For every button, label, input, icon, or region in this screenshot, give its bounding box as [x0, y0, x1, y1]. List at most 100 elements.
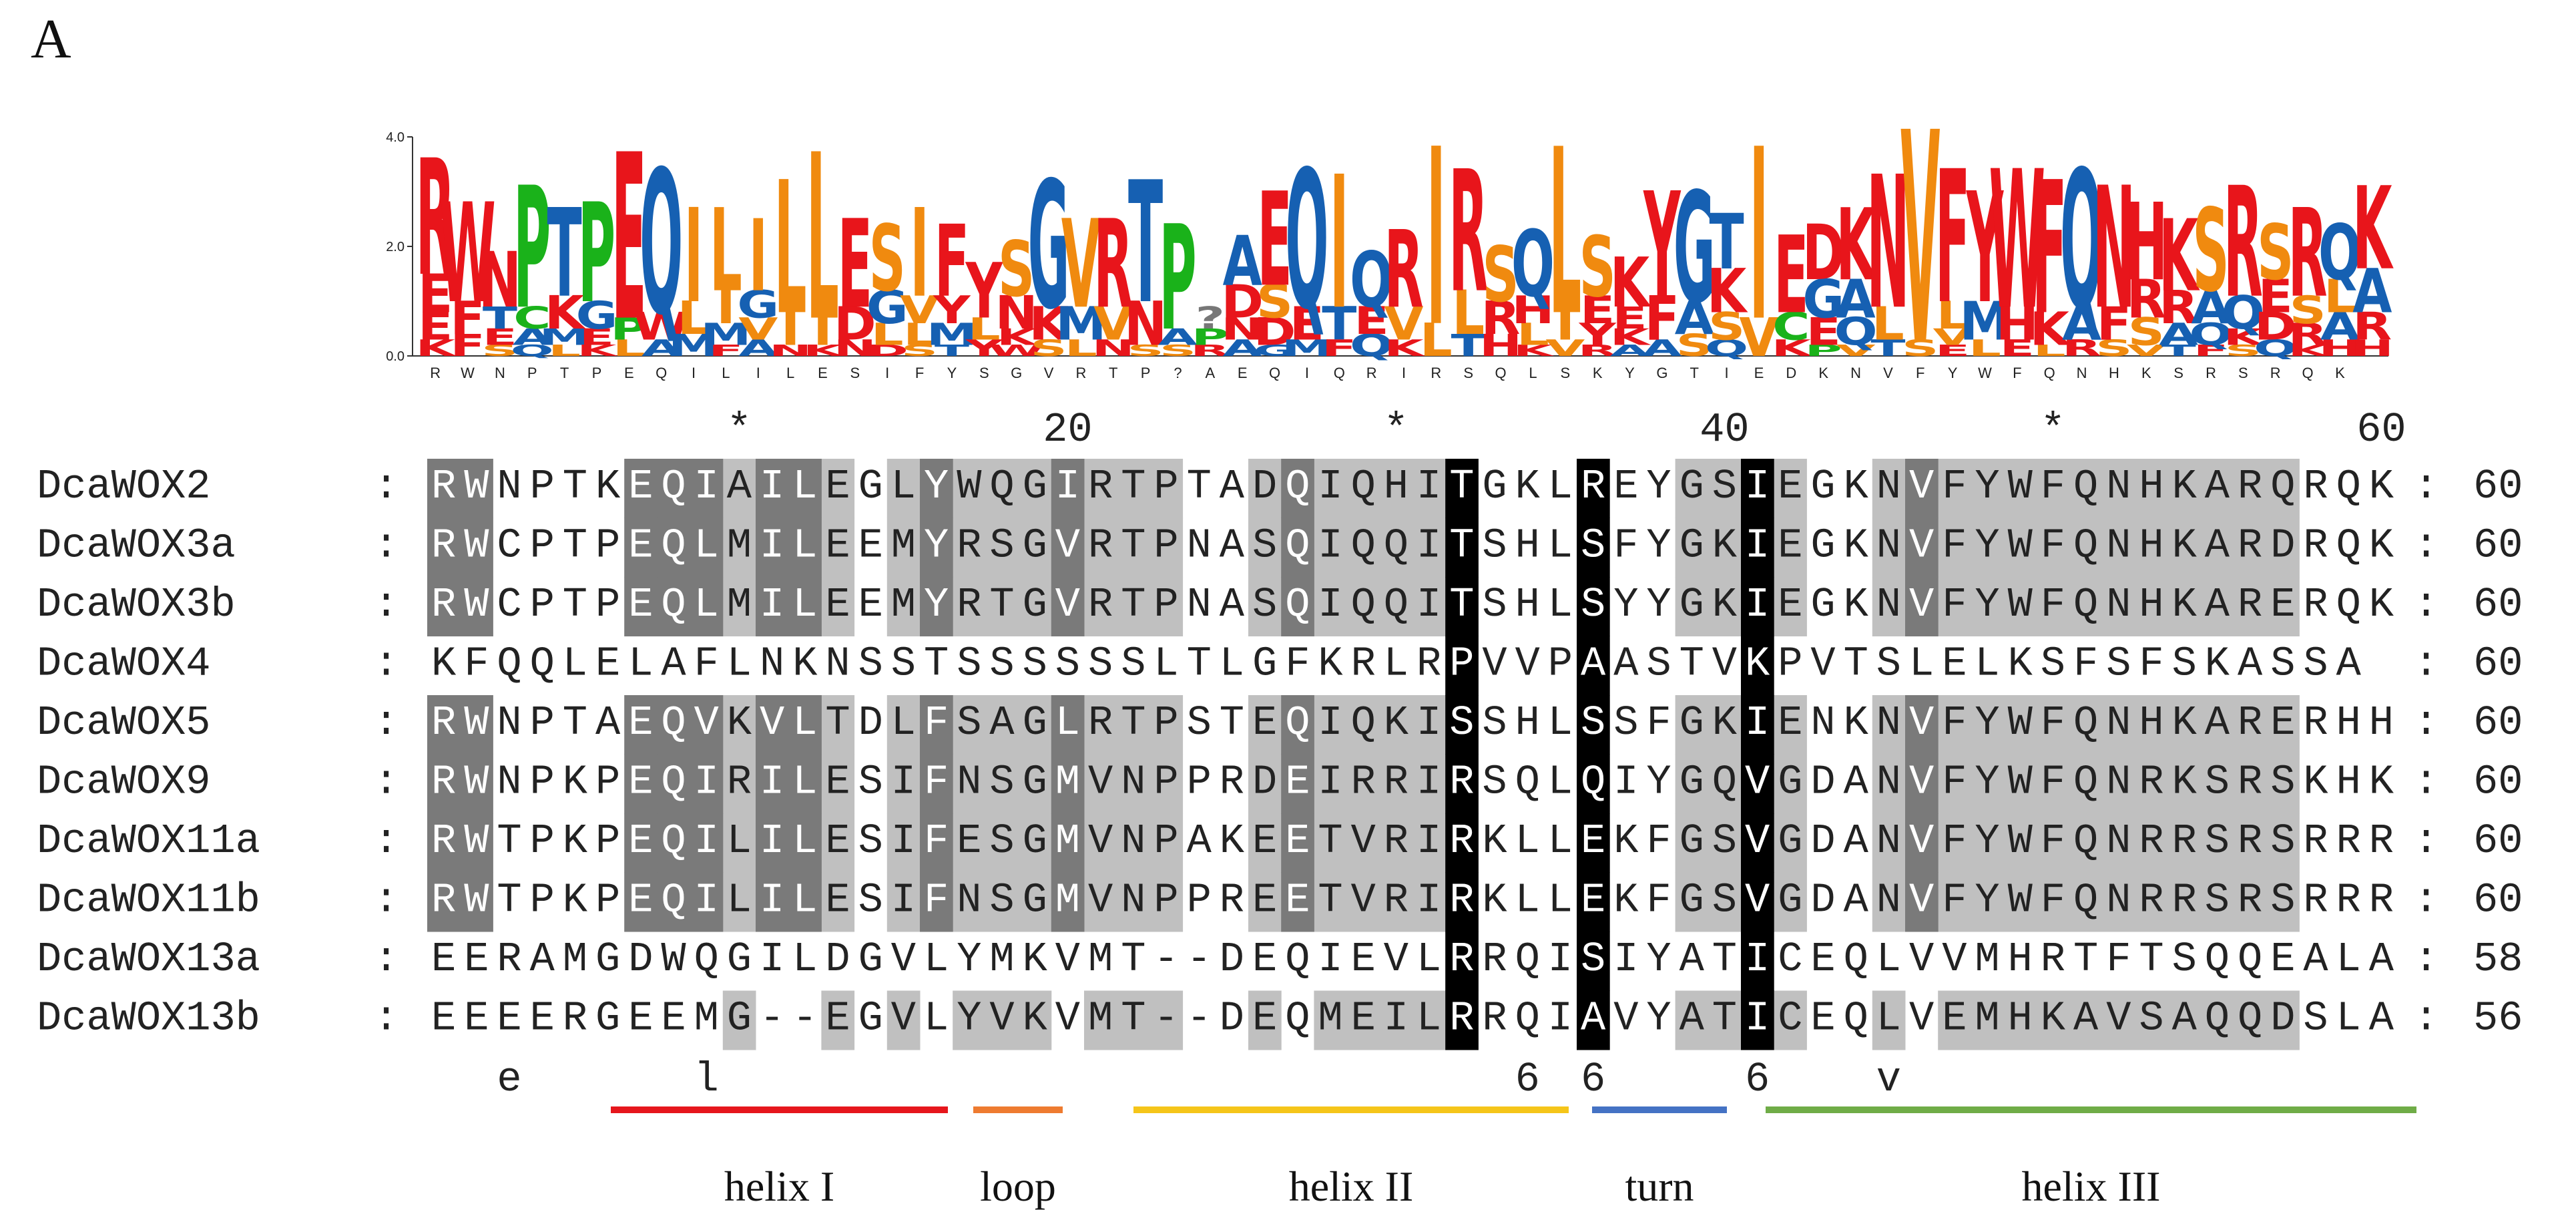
logo-letter: K	[1772, 335, 1813, 361]
logo-letter: S	[901, 342, 938, 359]
residue: K	[1613, 817, 1639, 865]
logo-letter: A	[1836, 269, 1876, 331]
residue: E	[628, 817, 653, 865]
residue: I	[1318, 463, 1342, 510]
ruler-label: 40	[1700, 406, 1749, 453]
logo-consensus-letter: I	[1402, 365, 1406, 381]
residue: N	[2106, 759, 2131, 806]
residue: L	[1153, 640, 1178, 688]
logo-letter: V	[738, 311, 778, 347]
residue: I	[1416, 699, 1441, 747]
logo-stack: NVR	[1092, 194, 1135, 361]
residue: K	[1844, 522, 1869, 570]
logo-letter: F	[450, 328, 485, 363]
logo-consensus-letter: W	[1978, 365, 1992, 381]
logo-consensus-letter: Q	[656, 365, 667, 381]
logo-letter: V	[2127, 342, 2167, 359]
residue: L	[792, 699, 817, 747]
residue: R	[727, 759, 752, 806]
residue: T	[1121, 463, 1145, 510]
logo-letter: K	[2352, 163, 2394, 296]
residue: F	[1942, 877, 1967, 924]
logo-stack: RAQ	[2060, 132, 2103, 361]
residue: R	[431, 817, 456, 865]
residue: P	[595, 817, 620, 865]
residue: M	[1055, 759, 1080, 806]
residue: I	[1318, 581, 1342, 628]
residue: V	[1351, 817, 1376, 865]
logo-letter: E	[418, 264, 453, 325]
residue: L	[1384, 640, 1408, 688]
logo-letter: A	[2352, 256, 2392, 327]
logo-stack: SKG	[1028, 144, 1071, 361]
residue: Y	[1975, 522, 1999, 570]
logo-letter: G	[1673, 161, 1716, 338]
residue: H	[2336, 699, 2361, 747]
residue: V	[1909, 581, 1934, 628]
residue: M	[694, 995, 719, 1042]
residue: P	[530, 699, 555, 747]
logo-letter: V	[1836, 342, 1876, 359]
logo-letter: S	[1708, 304, 1745, 349]
logo-consensus-letter: S	[1560, 365, 1570, 381]
logo-letter: T	[1128, 146, 1163, 341]
residue: G	[1810, 522, 1835, 570]
residue: P	[1187, 759, 1212, 806]
residue: P	[1153, 699, 1178, 747]
logo-stack: NIL	[769, 144, 812, 359]
logo-stack: NDE	[834, 194, 876, 361]
logo-consensus-letter: N	[495, 365, 505, 381]
residue: W	[2008, 581, 2033, 628]
residue: E	[628, 759, 653, 806]
logo-letter: L	[1969, 335, 2001, 361]
logo-letter: I	[781, 303, 800, 356]
residue: L	[1548, 463, 1573, 510]
residue: L	[792, 522, 817, 570]
residue: R	[1449, 936, 1474, 983]
residue: R	[1449, 759, 1474, 806]
residue: W	[464, 463, 489, 510]
residue: W	[464, 699, 489, 747]
residue: F	[924, 759, 949, 806]
residue: S	[2270, 877, 2295, 924]
residue: Y	[924, 522, 949, 570]
logo-letter: L	[678, 292, 710, 345]
residue: Y	[1646, 463, 1671, 510]
residue: I	[1745, 522, 1770, 570]
residue: G	[1680, 759, 1704, 806]
residue: N	[2106, 817, 2131, 865]
residue: R	[1220, 759, 1244, 806]
residue: S	[2172, 936, 2197, 983]
logo-letter: V	[1384, 298, 1423, 351]
separator-colon: :	[374, 817, 399, 865]
residue: Q	[1844, 995, 1868, 1042]
logo-letter: S	[998, 225, 1035, 314]
logo-consensus-letter: K	[1593, 365, 1603, 381]
residue: F	[2041, 699, 2065, 747]
logo-letter: A	[2320, 304, 2360, 349]
residue: I	[694, 463, 719, 510]
logo-stack: EHW	[1989, 132, 2045, 361]
residue: I	[1745, 995, 1770, 1042]
residue: K	[563, 759, 588, 806]
logo-letter: S	[1579, 219, 1616, 316]
residue: G	[595, 936, 620, 983]
logo-consensus-letter: I	[885, 365, 889, 381]
separator-colon: :	[2414, 817, 2438, 865]
residue: M	[563, 936, 587, 983]
residue: V	[2106, 995, 2131, 1042]
residue: Q	[530, 640, 555, 688]
residue: K	[2369, 581, 2394, 628]
logo-consensus-letter: F	[915, 365, 924, 381]
residue: D	[825, 936, 850, 983]
residue: Y	[957, 995, 981, 1042]
residue: S	[1712, 877, 1737, 924]
residue: E	[1351, 995, 1376, 1042]
sequence-name: DcaWOX9	[37, 759, 210, 806]
residue: K	[1482, 877, 1507, 924]
